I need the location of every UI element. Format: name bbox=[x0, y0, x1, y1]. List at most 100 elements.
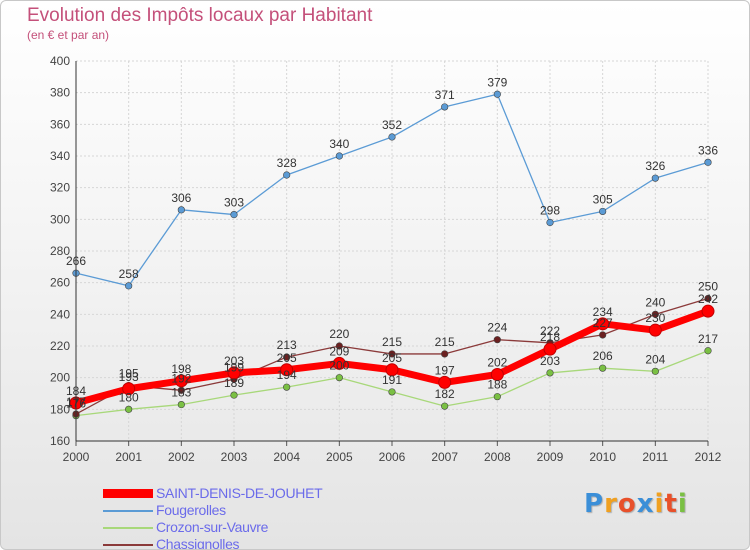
data-point-crozon-sur-vauvre bbox=[493, 393, 501, 401]
data-point-crozon-sur-vauvre bbox=[388, 388, 396, 396]
chart-title: Evolution des Impôts locaux par Habitant bbox=[27, 5, 373, 26]
data-point-fougerolles bbox=[704, 158, 712, 166]
axis-layer: 160 180 200 220 240 260 280 300 320 340 360 380 400 2… bbox=[50, 54, 722, 464]
data-point-crozon-sur-vauvre bbox=[651, 367, 659, 375]
y-tick-label: 280 bbox=[50, 244, 70, 258]
data-label-saint-denis-de-jouhet: 205 bbox=[382, 351, 402, 365]
data-point-saint-denis-de-jouhet bbox=[701, 304, 715, 318]
data-label-crozon-sur-vauvre: 206 bbox=[593, 349, 613, 363]
data-label-crozon-sur-vauvre: 182 bbox=[435, 387, 455, 401]
data-label-fougerolles: 328 bbox=[277, 156, 297, 170]
data-label-saint-denis-de-jouhet: 197 bbox=[435, 363, 455, 377]
data-label-crozon-sur-vauvre: 203 bbox=[540, 354, 560, 368]
data-label-crozon-sur-vauvre: 200 bbox=[329, 359, 349, 373]
data-point-crozon-sur-vauvre bbox=[546, 369, 554, 377]
x-tick-label: 2009 bbox=[537, 450, 564, 464]
series-layer bbox=[69, 90, 715, 420]
data-point-chassignolles bbox=[441, 350, 449, 358]
data-point-chassignolles bbox=[388, 350, 396, 358]
data-point-fougerolles bbox=[388, 133, 396, 141]
data-label-chassignolles: 215 bbox=[435, 335, 455, 349]
data-label-saint-denis-de-jouhet: 202 bbox=[487, 356, 507, 370]
legend-swatch bbox=[103, 510, 153, 512]
data-point-fougerolles bbox=[546, 218, 554, 227]
data-label-saint-denis-de-jouhet: 242 bbox=[698, 292, 718, 306]
data-label-chassignolles: 199 bbox=[224, 360, 244, 374]
x-tick-label: 2008 bbox=[484, 450, 511, 464]
logo-letter: i bbox=[654, 489, 665, 519]
data-point-fougerolles bbox=[283, 171, 291, 179]
data-point-fougerolles bbox=[599, 207, 607, 216]
data-point-chassignolles bbox=[335, 342, 343, 350]
y-tick-label: 340 bbox=[50, 149, 70, 163]
data-label-chassignolles: 192 bbox=[171, 371, 191, 385]
data-point-saint-denis-de-jouhet bbox=[648, 323, 662, 337]
data-point-saint-denis-de-jouhet bbox=[280, 363, 294, 377]
data-label-chassignolles: 224 bbox=[487, 321, 507, 335]
data-label-fougerolles: 303 bbox=[224, 196, 244, 210]
data-point-saint-denis-de-jouhet bbox=[122, 382, 136, 396]
x-tick-label: 2005 bbox=[326, 450, 353, 464]
data-label-fougerolles: 336 bbox=[698, 143, 718, 157]
data-label-chassignolles: 195 bbox=[119, 367, 139, 381]
y-tick-label: 320 bbox=[50, 181, 70, 195]
y-tick-label: 240 bbox=[50, 307, 70, 321]
data-label-chassignolles: 240 bbox=[645, 295, 665, 309]
data-point-crozon-sur-vauvre bbox=[441, 402, 449, 410]
data-point-saint-denis-de-jouhet bbox=[332, 356, 346, 370]
data-label-chassignolles: 227 bbox=[593, 316, 613, 330]
data-point-crozon-sur-vauvre bbox=[283, 383, 291, 391]
x-tick-label: 2012 bbox=[695, 450, 722, 464]
data-label-saint-denis-de-jouhet: 193 bbox=[119, 370, 139, 384]
logo-letter: r bbox=[604, 489, 618, 519]
data-point-saint-denis-de-jouhet bbox=[543, 342, 557, 356]
x-tick-label: 2011 bbox=[642, 450, 668, 464]
data-label-crozon-sur-vauvre: 188 bbox=[487, 378, 507, 392]
data-label-fougerolles: 298 bbox=[540, 204, 560, 218]
data-label-crozon-sur-vauvre: 204 bbox=[645, 352, 665, 366]
legend-swatch bbox=[103, 544, 153, 546]
data-label-saint-denis-de-jouhet: 209 bbox=[329, 344, 349, 358]
data-point-fougerolles bbox=[493, 90, 501, 98]
y-tick-label: 300 bbox=[50, 212, 70, 226]
logo-letter: x bbox=[636, 489, 655, 519]
data-point-crozon-sur-vauvre bbox=[335, 374, 343, 382]
x-tick-label: 2000 bbox=[63, 450, 90, 464]
legend-swatch bbox=[103, 527, 153, 529]
data-point-saint-denis-de-jouhet bbox=[438, 375, 452, 389]
data-point-fougerolles bbox=[335, 152, 343, 160]
data-point-fougerolles bbox=[441, 103, 449, 111]
proxiti-logo: Proxiti bbox=[584, 489, 688, 519]
data-point-saint-denis-de-jouhet bbox=[174, 374, 188, 388]
data-point-fougerolles bbox=[651, 174, 659, 182]
legend-label: Chassignolles bbox=[156, 536, 240, 550]
data-label-chassignolles: 213 bbox=[277, 338, 297, 352]
data-point-crozon-sur-vauvre bbox=[177, 400, 185, 409]
legend-label: SAINT-DENIS-DE-JOUHET bbox=[156, 485, 323, 501]
data-point-crozon-sur-vauvre bbox=[599, 364, 607, 372]
data-label-fougerolles: 371 bbox=[435, 88, 455, 102]
legend-swatch bbox=[103, 489, 153, 498]
data-label-chassignolles: 222 bbox=[540, 324, 560, 338]
data-label-crozon-sur-vauvre: 191 bbox=[382, 373, 402, 387]
y-tick-label: 200 bbox=[50, 371, 70, 385]
data-label-chassignolles: 220 bbox=[329, 327, 349, 341]
data-point-fougerolles bbox=[125, 282, 133, 290]
chart-subtitle: (en € et par an) bbox=[27, 28, 110, 42]
data-point-chassignolles bbox=[283, 353, 291, 361]
data-point-crozon-sur-vauvre bbox=[125, 405, 133, 413]
data-point-chassignolles bbox=[651, 310, 659, 318]
data-point-crozon-sur-vauvre bbox=[704, 347, 712, 355]
data-label-saint-denis-de-jouhet: 234 bbox=[593, 305, 613, 319]
logo-letter: i bbox=[677, 489, 688, 519]
logo-letter: t bbox=[664, 489, 678, 519]
data-label-crozon-sur-vauvre: 189 bbox=[224, 376, 244, 390]
logo-letter: P bbox=[584, 489, 605, 519]
x-tick-label: 2004 bbox=[273, 450, 300, 464]
data-label-saint-denis-de-jouhet: 203 bbox=[224, 354, 244, 368]
y-tick-label: 400 bbox=[50, 54, 70, 68]
legend-label: Crozon-sur-Vauvre bbox=[156, 519, 269, 535]
data-point-chassignolles bbox=[704, 294, 712, 303]
data-label-crozon-sur-vauvre: 183 bbox=[171, 386, 191, 400]
